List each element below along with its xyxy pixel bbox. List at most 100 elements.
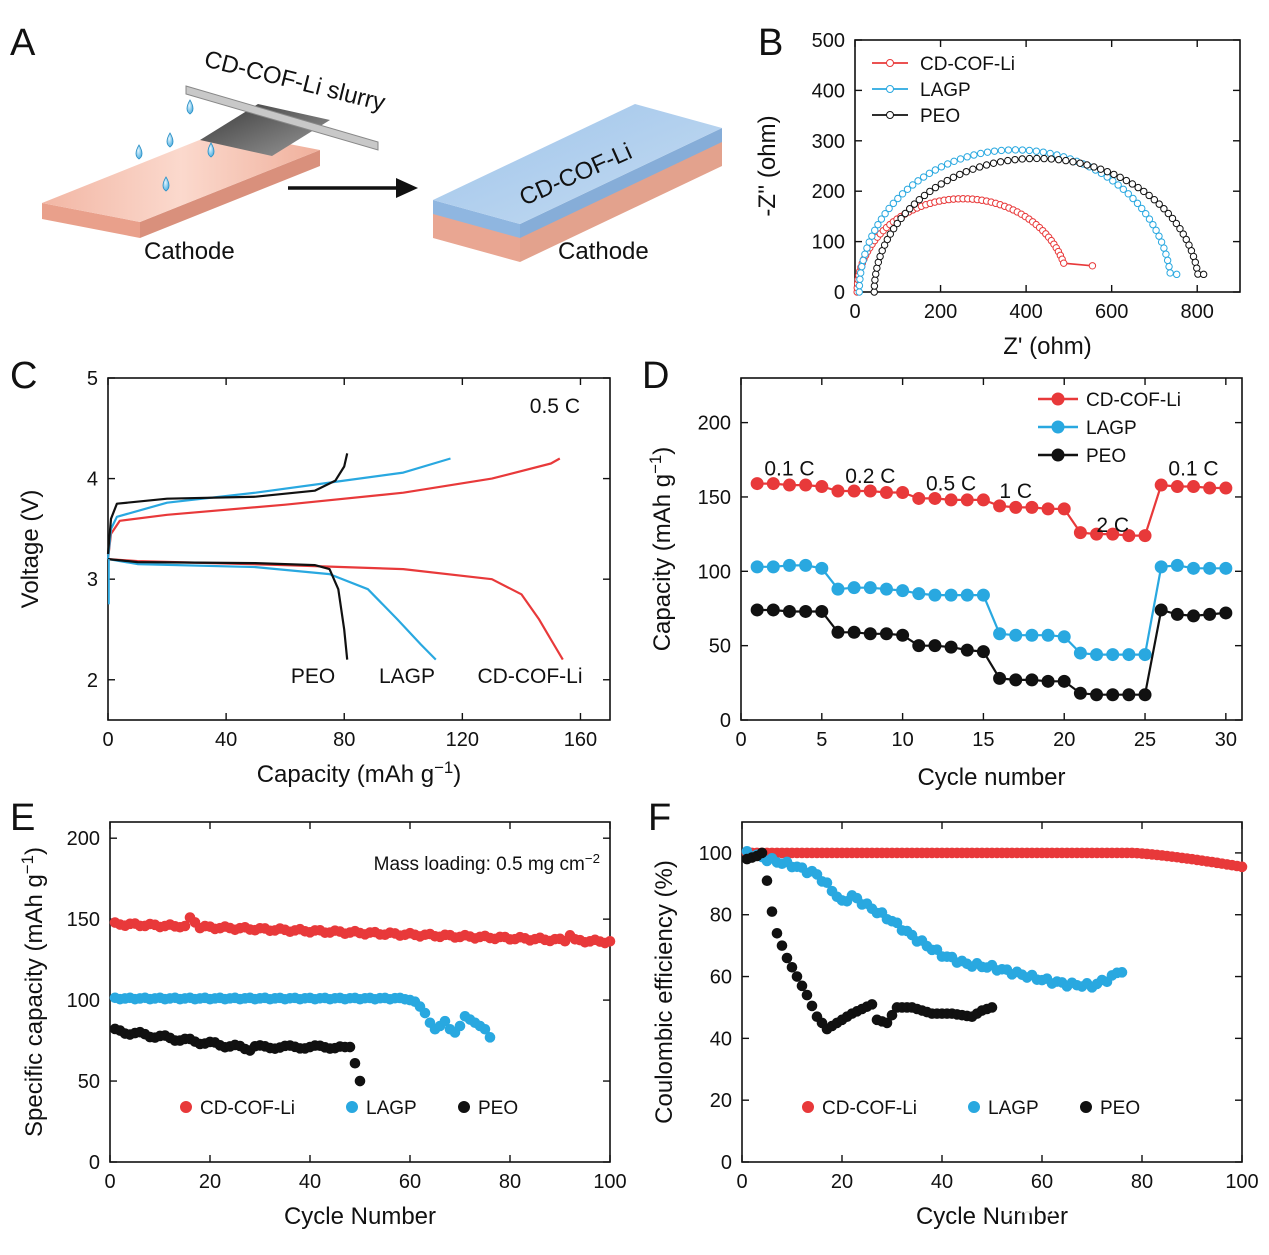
data-point [879, 485, 893, 499]
data-point [1069, 158, 1077, 166]
rate-label: 2 C [1096, 514, 1129, 537]
data-point [1018, 155, 1026, 163]
panel-label-d: D [642, 355, 669, 397]
data-point [1149, 220, 1157, 229]
data-point [1090, 688, 1104, 702]
data-point [750, 560, 764, 574]
data-point [1009, 500, 1023, 514]
x-tick-label: 80 [499, 1171, 521, 1193]
data-point [1054, 155, 1063, 164]
droplet-icons [135, 99, 215, 192]
rate-label: 0.2 C [845, 465, 895, 488]
data-point [944, 493, 958, 507]
data-point [1155, 232, 1163, 240]
data-point [863, 627, 877, 641]
rate-label: 0.5 C [530, 395, 580, 418]
mass-loading-note: Mass loading: 0.5 mg cm−2 [374, 851, 600, 876]
data-point [993, 627, 1007, 641]
charge-curve-peo [106, 453, 349, 555]
data-point-lagp [419, 1007, 431, 1019]
data-point [870, 288, 878, 296]
data-point [1041, 674, 1055, 688]
data-point [993, 671, 1007, 685]
data-point [1009, 673, 1023, 687]
y-tick-label: 0 [721, 1152, 732, 1174]
data-point [766, 603, 780, 617]
droplet-icon [135, 144, 143, 160]
data-point [982, 161, 991, 169]
data-point [976, 645, 990, 659]
data-point [858, 262, 866, 271]
data-point [1152, 226, 1160, 235]
data-point-lagp [454, 1020, 466, 1032]
data-point [863, 484, 877, 498]
data-point-peo [886, 1009, 898, 1021]
rate-label: 1 C [999, 480, 1032, 503]
x-axis-title: Capacity (mAh g−1) [257, 758, 462, 789]
x-axis-title: Z' (ohm) [1003, 333, 1092, 360]
data-point [1124, 190, 1132, 198]
data-point [928, 491, 942, 505]
legend-marker [1051, 448, 1065, 462]
x-tick-label: 0 [735, 729, 746, 751]
data-point [1199, 270, 1208, 279]
x-tick-label: 15 [972, 729, 994, 751]
data-point [1110, 170, 1118, 179]
data-point [847, 581, 861, 595]
data-point-peo [776, 940, 788, 951]
data-point [1170, 480, 1184, 494]
panel-label-a: A [10, 22, 36, 64]
legend-marker [346, 1101, 358, 1113]
data-point [912, 639, 926, 653]
data-point [943, 176, 951, 185]
legend-marker [180, 1101, 192, 1113]
data-point [896, 628, 910, 642]
y-tick-label: 150 [698, 487, 731, 509]
coating-layer [200, 104, 330, 156]
data-point [1119, 185, 1128, 193]
data-point-lagp [484, 1032, 496, 1043]
data-point-cd-cof-li [1236, 861, 1248, 873]
data-point [1106, 688, 1120, 702]
x-tick-label: 80 [1131, 1171, 1153, 1193]
data-point [912, 491, 926, 505]
data-point [1116, 173, 1124, 182]
data-point [1047, 155, 1056, 163]
x-axis-title: Cycle number [917, 764, 1065, 791]
data-point [782, 558, 796, 572]
data-point [799, 478, 813, 492]
x-tick-label: 80 [333, 729, 355, 751]
series-line-cd-cof-li [757, 482, 1226, 537]
data-point-lagp [891, 917, 903, 929]
data-point [861, 250, 869, 258]
data-point [1163, 256, 1172, 265]
data-point [883, 235, 892, 244]
data-point [1025, 673, 1039, 687]
data-point [1140, 187, 1148, 196]
data-point [1219, 481, 1233, 495]
data-point [1041, 502, 1055, 516]
data-point [949, 173, 958, 182]
data-point [1187, 609, 1201, 623]
data-point [1172, 270, 1181, 279]
data-point [898, 190, 907, 198]
legend-label: CD-COF-Li [200, 1098, 295, 1119]
data-point-peo [349, 1057, 361, 1069]
data-point [1011, 155, 1019, 164]
rate-label: 0.1 C [1168, 458, 1218, 481]
data-point [889, 225, 898, 233]
data-point [989, 159, 998, 167]
data-point-peo [781, 952, 793, 964]
charge-curve-cd-cof-li [106, 457, 561, 560]
data-point [881, 210, 889, 218]
data-point-peo [761, 875, 773, 887]
data-point [873, 264, 881, 272]
discharge-curve-peo [107, 558, 349, 660]
data-point [1088, 262, 1097, 270]
data-point [910, 200, 919, 208]
chart-f-efficiency: 0 20 40 60 80 100 0 20 40 60 80 100 Cycle Number Coul… [651, 821, 1259, 1230]
cathode-slab-right-side [433, 208, 520, 262]
curve-label: PEO [291, 665, 335, 688]
data-point [879, 627, 893, 641]
